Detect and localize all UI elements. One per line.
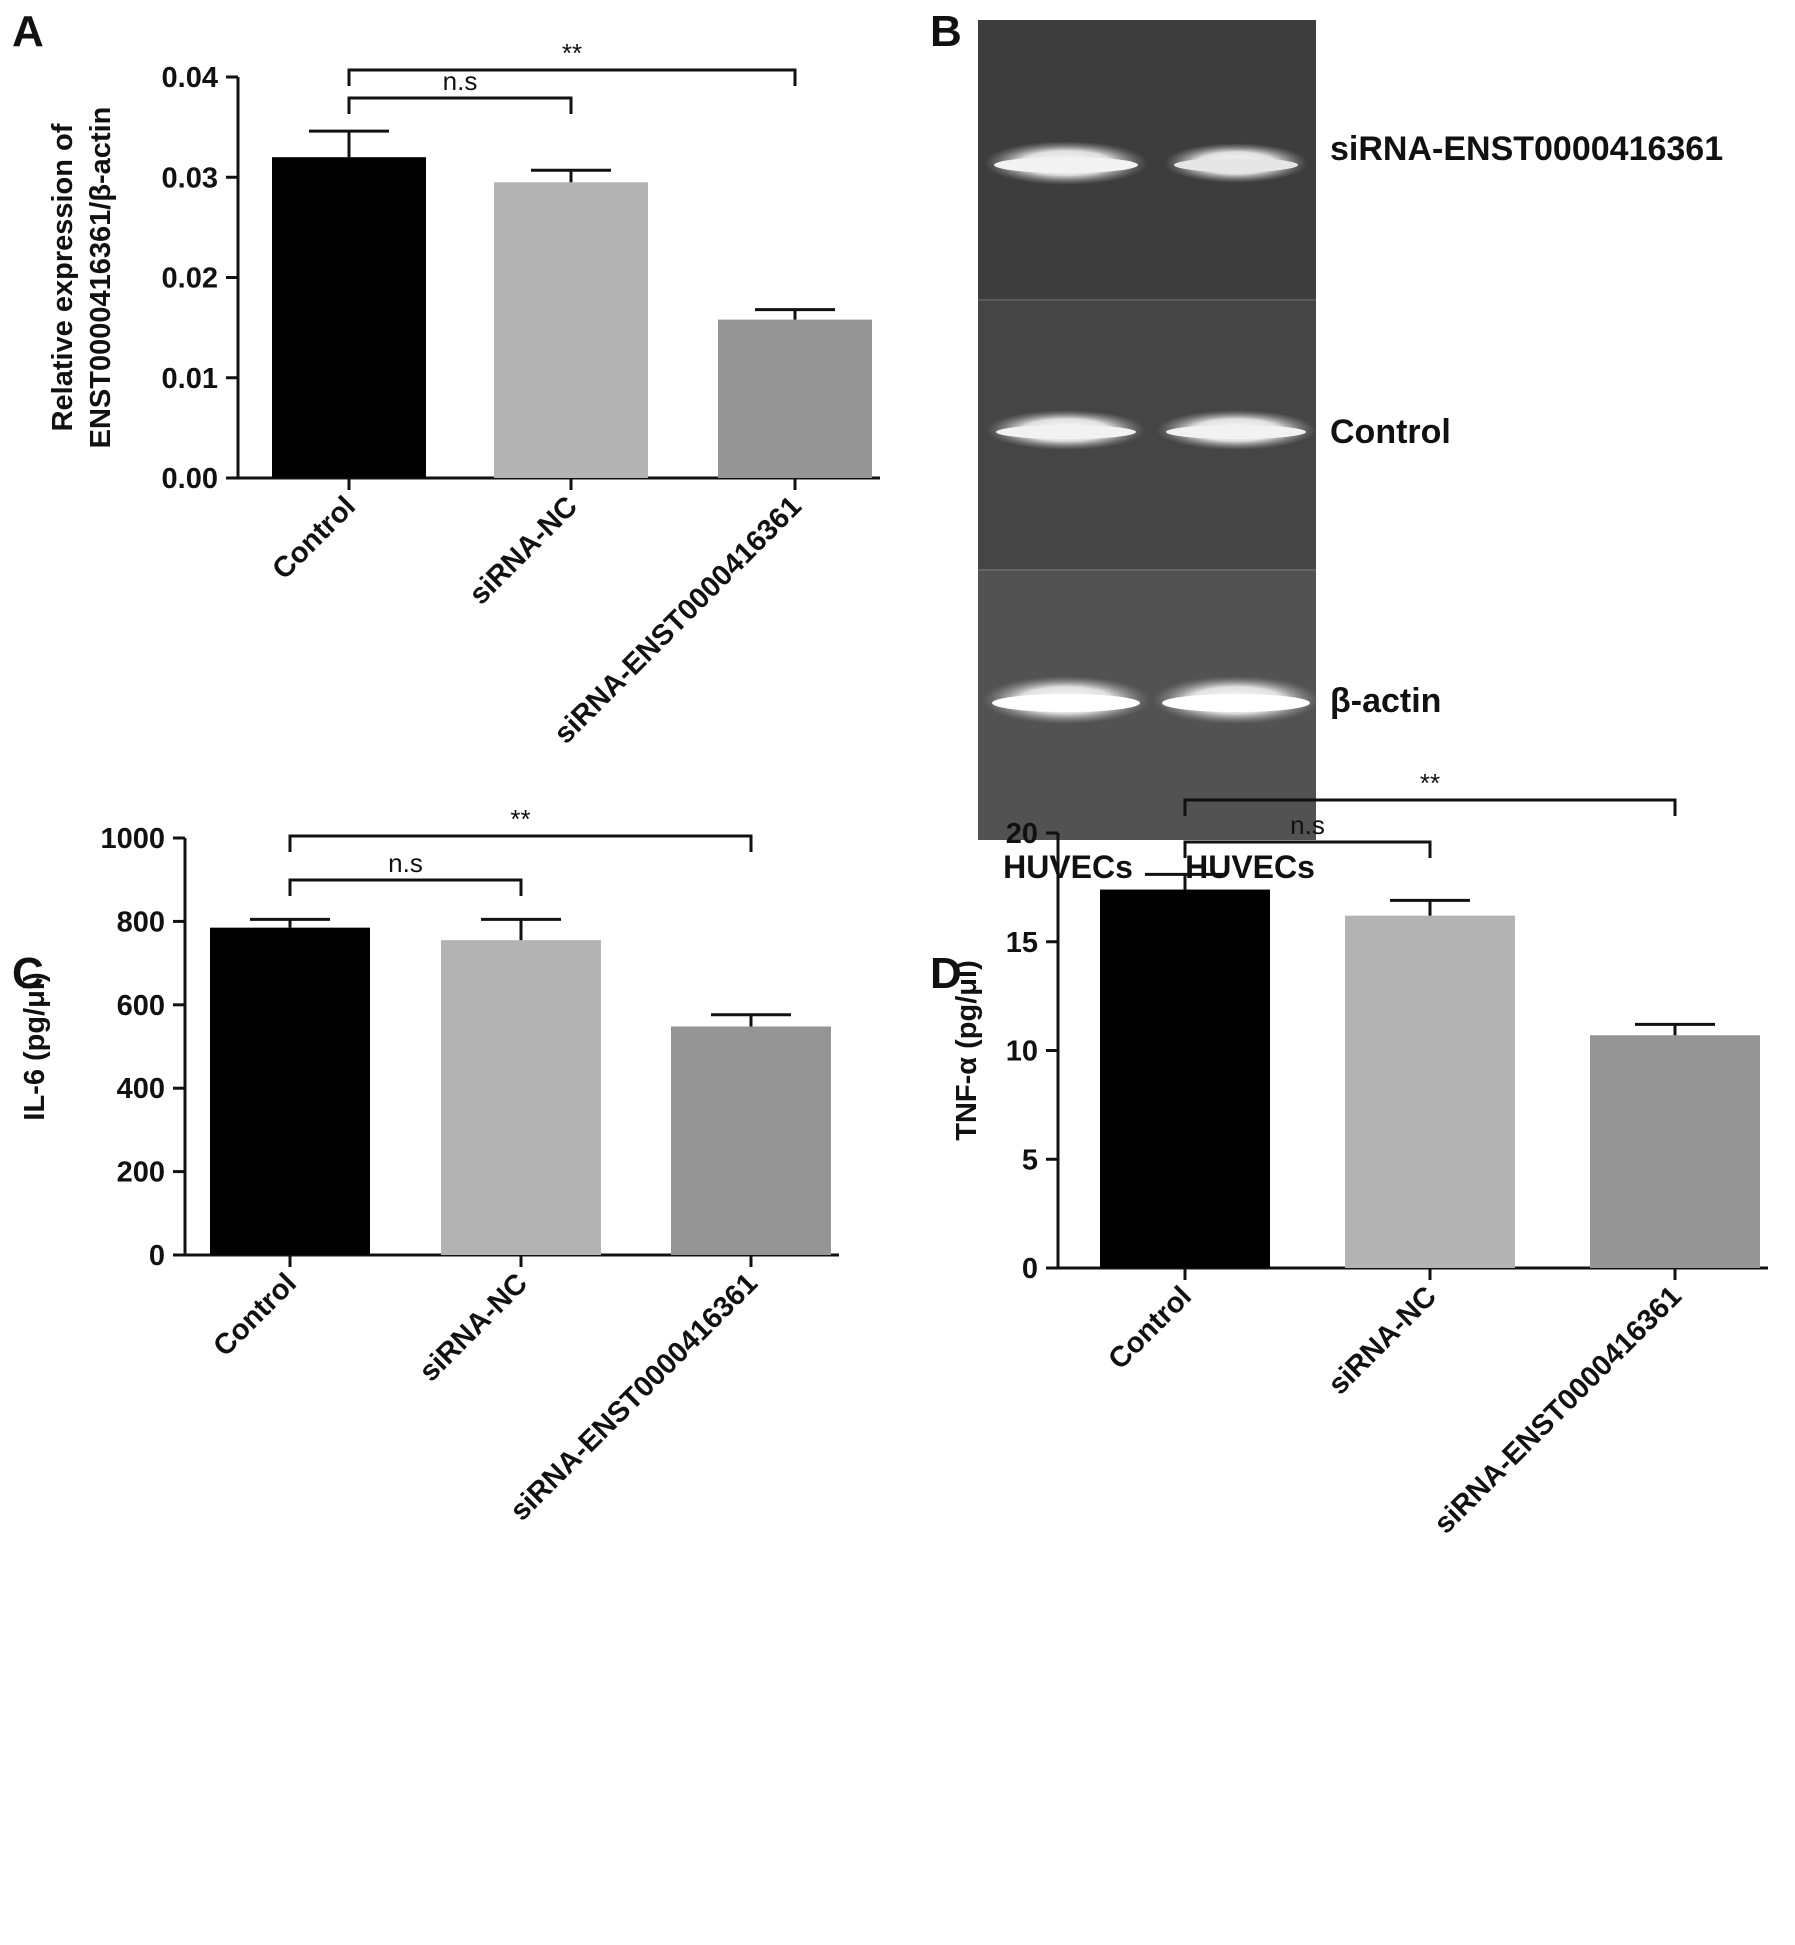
bar-chart-c: 0 200 400 600 800 1000 Control siRNA-NCsiRNA-EN… bbox=[19, 804, 839, 1527]
significance-label: ** bbox=[1420, 768, 1440, 798]
panel-c: C 0 200 400 600 800 1000 Control siRNA-NCsiRNA-… bbox=[12, 804, 839, 1527]
significance-label: ** bbox=[510, 804, 530, 834]
panel-label-a: A bbox=[12, 7, 44, 56]
bar-control bbox=[1100, 889, 1270, 1268]
y-tick-label: 20 bbox=[1006, 818, 1038, 850]
bar-sirna-nc bbox=[494, 182, 648, 478]
bar-control bbox=[272, 157, 426, 478]
gel-image bbox=[978, 20, 1320, 840]
panel-label-c: C bbox=[12, 949, 44, 998]
significance-bracket bbox=[1183, 840, 1432, 858]
y-tick-label: 0.00 bbox=[162, 463, 218, 495]
y-tick-label: 0.02 bbox=[162, 263, 218, 295]
y-tick-label: 5 bbox=[1022, 1144, 1038, 1176]
bar-sirna-enst bbox=[718, 319, 872, 478]
gel-band bbox=[996, 425, 1136, 439]
gel-band bbox=[1174, 158, 1298, 172]
category-label-sirna-nc: siRNA-NC bbox=[413, 1267, 534, 1388]
y-tick-label: 0 bbox=[149, 1240, 165, 1272]
significance-label: n.s bbox=[1290, 810, 1325, 840]
significance-bracket bbox=[288, 878, 523, 896]
y-tick-label: 0.03 bbox=[162, 162, 218, 194]
bar-control bbox=[210, 927, 370, 1255]
y-tick-label: 1000 bbox=[100, 823, 165, 855]
gel-row-label-control: Control bbox=[1330, 413, 1451, 451]
bar-sirna-enst bbox=[1590, 1035, 1760, 1268]
category-label-sirna-nc: siRNA-NC bbox=[1322, 1280, 1443, 1401]
gel-band bbox=[992, 694, 1140, 712]
y-tick-label: 200 bbox=[117, 1157, 165, 1189]
y-tick-label: 15 bbox=[1006, 927, 1038, 959]
significance-bracket bbox=[1183, 798, 1677, 816]
bar-sirna-nc bbox=[1345, 915, 1515, 1268]
category-label-control: Control bbox=[1102, 1280, 1198, 1376]
category-label-sirna-nc: siRNA-NC bbox=[463, 490, 584, 611]
category-label-sirna-enst: siRNA-ENST0000416361 bbox=[548, 490, 808, 750]
category-label-control: Control bbox=[266, 490, 362, 586]
gel-band bbox=[1162, 694, 1310, 712]
category-label-control: Control bbox=[207, 1267, 303, 1363]
panel-b: B siRNA-ENST0000416361 Control β-acti bbox=[930, 7, 1723, 885]
category-label-sirna-enst: siRNA-ENST0000416361 bbox=[504, 1267, 764, 1527]
panel-label-d: D bbox=[930, 949, 962, 998]
y-tick-label: 0.01 bbox=[162, 363, 218, 395]
y-tick-label: 0.04 bbox=[162, 62, 218, 94]
y-axis-label: Relative expression of bbox=[47, 123, 79, 431]
bar-sirna-enst bbox=[671, 1026, 831, 1255]
significance-bracket bbox=[347, 96, 573, 114]
panel-a: A 0.00 0.01 0.02 0.03 0.04 Control siRNA-NCsiR… bbox=[12, 7, 880, 750]
panel-label-b: B bbox=[930, 7, 962, 56]
significance-bracket bbox=[288, 834, 753, 852]
bar-sirna-nc bbox=[441, 940, 601, 1255]
y-axis-label: IL-6 (pg/μl) bbox=[19, 972, 51, 1120]
y-tick-label: 600 bbox=[117, 990, 165, 1022]
significance-label: ** bbox=[562, 38, 582, 68]
y-tick-label: 800 bbox=[117, 906, 165, 938]
gel-lane-label-1: HUVECs bbox=[1003, 849, 1133, 885]
gel-lane-label-2: HUVECs bbox=[1185, 849, 1315, 885]
y-axis-label: ENST0000416361/β-actin bbox=[85, 107, 117, 449]
y-axis-label: TNF-α (pg/μl) bbox=[951, 960, 983, 1141]
category-label-sirna-enst: siRNA-ENST0000416361 bbox=[1428, 1280, 1688, 1540]
significance-bracket bbox=[347, 68, 797, 86]
y-tick-label: 0 bbox=[1022, 1253, 1038, 1285]
significance-label: n.s bbox=[388, 848, 423, 878]
gel-row-label-sirna: siRNA-ENST0000416361 bbox=[1330, 130, 1723, 168]
gel-band bbox=[994, 157, 1138, 173]
gel-band bbox=[1166, 425, 1306, 439]
y-tick-label: 400 bbox=[117, 1073, 165, 1105]
y-tick-label: 10 bbox=[1006, 1036, 1038, 1068]
gel-row-label-beta-actin: β-actin bbox=[1330, 682, 1441, 720]
bar-chart-a: 0.00 0.01 0.02 0.03 0.04 Control siRNA-NCsiRNA… bbox=[47, 38, 880, 750]
